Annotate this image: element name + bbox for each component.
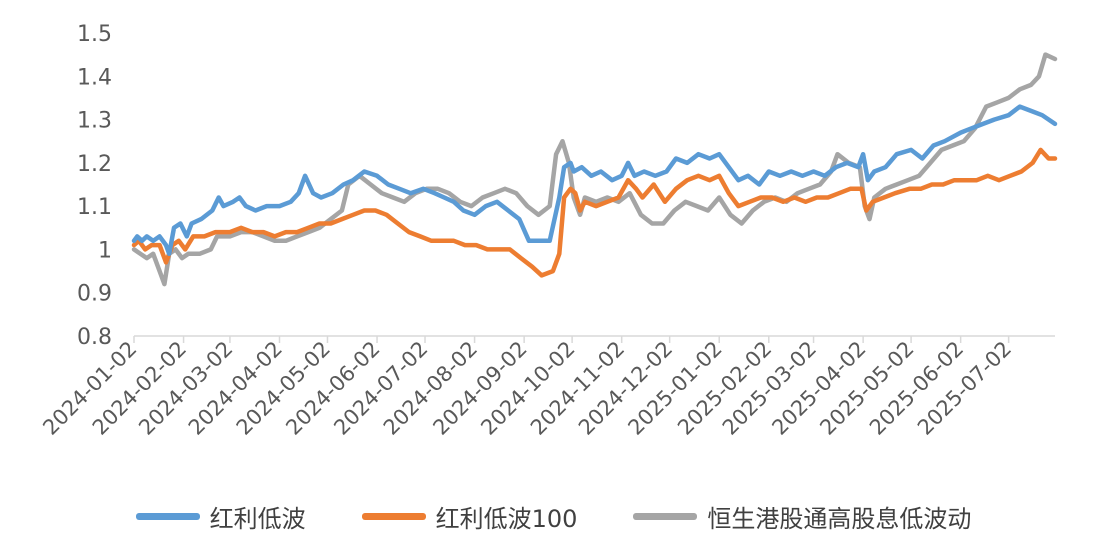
y-tick-label-0: 0.8 bbox=[77, 325, 112, 350]
series-line-1 bbox=[131, 104, 1058, 257]
y-axis: 0.8 0.9 1 1.1 1.2 1.3 1.4 1.5 bbox=[77, 22, 112, 350]
legend-swatch-series-1 bbox=[135, 512, 200, 520]
legend-item-series-3: 恒生港股通高股息低波动 bbox=[633, 499, 971, 534]
y-tick-label-4: 1.2 bbox=[77, 152, 112, 177]
legend-swatch-series-3 bbox=[633, 512, 698, 520]
series-line-3 bbox=[131, 52, 1058, 287]
legend-swatch-series-2 bbox=[361, 512, 426, 520]
y-tick-label-7: 1.5 bbox=[77, 22, 112, 47]
series-layer bbox=[131, 52, 1058, 287]
legend-label-series-1: 红利低波 bbox=[209, 504, 306, 533]
legend-label-series-2: 红利低波100 bbox=[435, 504, 578, 533]
series-line-2 bbox=[131, 147, 1058, 278]
x-axis: 2024-01-022024-02-022024-03-022024-04-02… bbox=[38, 335, 1055, 440]
y-tick-label-5: 1.3 bbox=[77, 109, 112, 134]
y-tick-label-6: 1.4 bbox=[77, 65, 112, 90]
y-tick-label-3: 1.1 bbox=[77, 195, 112, 220]
legend-item-series-1: 红利低波 bbox=[135, 499, 306, 534]
legend: 红利低波 红利低波100 恒生港股通高股息低波动 bbox=[0, 498, 1107, 534]
y-tick-label-1: 0.9 bbox=[77, 282, 112, 307]
legend-label-series-3: 恒生港股通高股息低波动 bbox=[707, 504, 972, 533]
legend-item-series-2: 红利低波100 bbox=[361, 499, 578, 534]
y-tick-label-2: 1 bbox=[98, 238, 112, 263]
